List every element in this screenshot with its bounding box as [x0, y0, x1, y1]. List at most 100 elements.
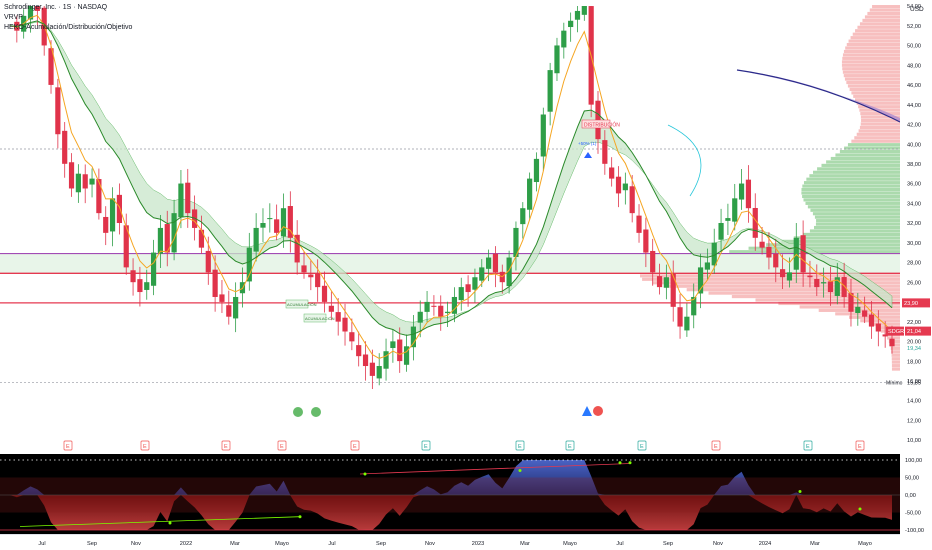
candle [308, 260, 314, 291]
volume-profile-bar [803, 198, 900, 202]
osc-divergence-line [19, 516, 301, 527]
candle-body [773, 253, 779, 268]
candle-body [862, 310, 868, 317]
candle-body [383, 351, 389, 369]
time-tick-label: Mayo [563, 541, 577, 547]
volume-profile-bar [801, 187, 900, 192]
earnings-marker-label: E [143, 444, 147, 450]
acc-signal-dot [293, 407, 303, 417]
volume-profile-bar [826, 160, 900, 164]
candle [465, 275, 471, 307]
volume-profile-bar [814, 225, 900, 230]
legend-indicator-vrvp[interactable]: VRVP [4, 14, 23, 21]
volume-profile-bar [852, 32, 900, 36]
volume-profile-bar [816, 219, 900, 223]
candle-body [643, 229, 649, 253]
candle [144, 269, 150, 300]
volume-profile-bar [755, 298, 900, 302]
candle [226, 290, 232, 325]
candle-body [130, 270, 136, 283]
candle-body [704, 262, 710, 270]
candle [383, 338, 389, 381]
earnings-marker: E [803, 440, 813, 451]
osc-tick-label: 0,00 [905, 493, 916, 499]
candle [486, 249, 492, 282]
volume-profile-bar [766, 243, 900, 247]
price-axis[interactable] [900, 0, 932, 550]
candle-body [807, 275, 813, 278]
volume-profile-bar [890, 343, 900, 347]
price-tick-label: 22,00 [907, 320, 921, 326]
price-tick-label: 16,00 [907, 379, 921, 385]
sub-price-tag: 19,34 [907, 346, 921, 352]
osc-signal-dot [518, 469, 522, 472]
candle [458, 277, 464, 311]
candle-body [814, 279, 820, 288]
volume-profile-bar [810, 208, 900, 212]
earnings-marker: E [515, 440, 525, 451]
earnings-marker-box [63, 440, 73, 451]
price-tick-label: 12,00 [907, 418, 921, 424]
candle [103, 206, 109, 246]
candle-body [663, 277, 669, 288]
candle [704, 248, 710, 281]
candle [62, 122, 68, 178]
volume-profile-bar [849, 87, 900, 92]
legend-symbol[interactable]: Schrodinger, Inc. · 1S · NASDAQ [4, 4, 108, 11]
candle [171, 199, 177, 261]
candle [123, 213, 129, 275]
volume-profile-bar [708, 291, 900, 295]
candle [362, 341, 369, 381]
candle-body [48, 48, 54, 85]
price-tick-label: 50,00 [907, 44, 921, 50]
candle [738, 169, 745, 210]
volume-profile-bar [887, 336, 900, 340]
candle [294, 220, 300, 275]
candle-body [506, 257, 512, 287]
candle-body [226, 305, 232, 317]
candle-body [294, 234, 300, 263]
volume-profile-bar [802, 184, 900, 188]
candle-body [889, 338, 895, 347]
volume-profile-bar [667, 284, 900, 288]
price-tick-label: 28,00 [907, 261, 921, 267]
candle-body [520, 208, 526, 225]
candle [684, 303, 690, 337]
volume-profile-bar [890, 346, 900, 350]
earnings-marker-label: E [280, 444, 284, 450]
legend-indicator-heko[interactable]: HEKO-Acumulación/Distribución/Objetivo [4, 24, 133, 31]
volume-profile-bar [842, 70, 900, 74]
volume-profile-bar [805, 201, 900, 205]
time-tick-label: Mar [230, 541, 240, 547]
candle [732, 183, 738, 231]
candle [574, 6, 581, 33]
candle [68, 153, 75, 197]
earnings-marker-box [350, 440, 360, 451]
candle [96, 168, 102, 220]
candle [369, 349, 375, 390]
candle-body [308, 274, 314, 278]
candle-body [362, 354, 369, 367]
candle-body [745, 179, 752, 209]
candle [745, 165, 752, 223]
distribution-tag: DISTRIBUCIÓN [584, 122, 620, 129]
time-tick-label: 2022 [180, 541, 192, 547]
price-axis-ticks: 10,0012,0014,0016,0018,0020,0022,0024,00… [907, 4, 921, 444]
time-axis[interactable] [0, 534, 900, 550]
time-tick-label: Sep [87, 541, 97, 547]
volume-profile-bar [748, 246, 900, 250]
volume-profile-bar [809, 174, 900, 178]
moving-averages [9, 14, 893, 359]
candle-body [369, 362, 375, 376]
candle-body [602, 140, 608, 164]
volume-profile-bar [859, 22, 900, 26]
candle-body [458, 287, 464, 301]
earnings-marker-label: E [640, 444, 644, 450]
sell-signal-dot [593, 406, 603, 416]
volume-profile-bar [848, 39, 900, 43]
osc-signal-dot [363, 472, 367, 476]
time-tick-label: 2024 [759, 541, 771, 547]
osc-signal-dot [618, 461, 622, 465]
volume-profile-bar [842, 67, 900, 71]
